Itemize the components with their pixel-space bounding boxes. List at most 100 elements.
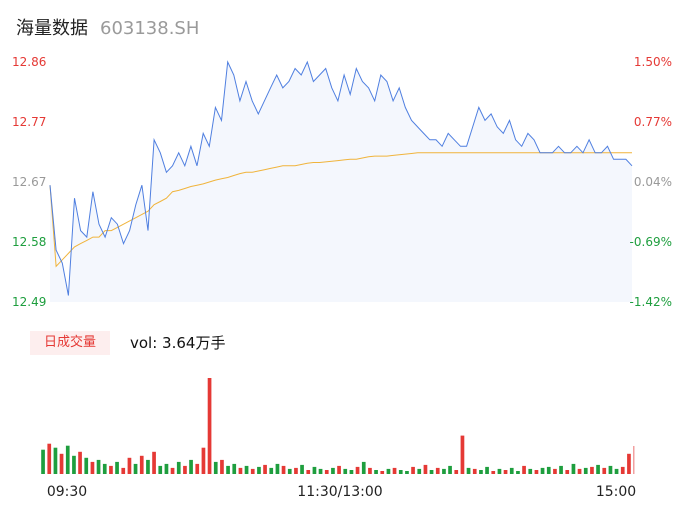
volume-bar — [559, 465, 563, 474]
volume-bar — [300, 464, 304, 474]
volume-bar — [602, 467, 607, 474]
time-tick-label: 09:30 — [47, 484, 87, 500]
volume-bar — [565, 470, 570, 474]
volume-bar — [448, 465, 452, 474]
volume-bar — [115, 461, 119, 474]
volume-bar — [65, 445, 70, 474]
volume-bar — [195, 463, 200, 474]
volume-bar — [392, 467, 397, 474]
volume-bar — [146, 459, 150, 474]
volume-bar — [503, 470, 508, 474]
volume-bar — [577, 468, 582, 474]
volume-bar — [596, 464, 600, 474]
volume-bar — [263, 464, 267, 474]
time-tick-label: 15:00 — [596, 484, 636, 500]
volume-bar — [281, 465, 286, 474]
volume-bar — [608, 465, 613, 474]
volume-bar — [590, 466, 594, 474]
volume-bar — [479, 470, 483, 474]
volume-bar — [417, 468, 422, 474]
volume-bar — [84, 457, 89, 474]
price-line — [49, 60, 633, 296]
volume-value: 3.64万手 — [162, 334, 226, 352]
volume-bar — [466, 467, 471, 474]
volume-bar — [72, 455, 76, 474]
volume-bar — [429, 470, 434, 474]
volume-bar — [207, 378, 212, 474]
volume-bar — [158, 465, 163, 474]
price-tick-label: 12.67 — [12, 175, 46, 189]
stock-name: 海量数据 — [16, 18, 88, 39]
volume-bar — [139, 455, 144, 474]
volume-bar — [361, 461, 366, 474]
volume-bar — [349, 470, 354, 474]
volume-bar — [294, 467, 298, 474]
percent-tick-label: -0.69% — [630, 235, 672, 249]
volume-bar — [522, 465, 526, 474]
volume-bar — [78, 451, 82, 474]
volume-bar — [509, 467, 514, 474]
average-price-line — [49, 152, 632, 268]
volume-bar — [306, 470, 311, 474]
volume-bar — [318, 468, 323, 474]
volume-bar — [312, 466, 317, 474]
time-tick-label: 11:30/13:00 — [297, 484, 382, 500]
volume-bar — [183, 465, 187, 474]
percent-tick-label: 0.77% — [634, 115, 672, 129]
volume-bar — [102, 463, 107, 474]
volume-bar — [96, 459, 101, 474]
volume-bar — [614, 468, 619, 474]
volume-bar — [152, 451, 156, 474]
volume-bar — [226, 465, 230, 474]
volume-bar — [121, 467, 126, 474]
volume-bar — [411, 466, 415, 474]
volume-bar — [583, 467, 588, 474]
volume-bar — [627, 453, 631, 474]
volume-bar — [398, 470, 403, 474]
volume-tag: 日成交量 — [30, 331, 110, 355]
price-tick-label: 12.77 — [12, 115, 46, 129]
volume-bar — [269, 467, 274, 474]
volume-bar — [176, 461, 181, 474]
volume-bar — [386, 468, 391, 474]
volume-bar — [170, 467, 175, 474]
stock-title: 海量数据 603138.SH — [16, 14, 199, 40]
volume-bar — [331, 467, 335, 474]
volume-bar — [454, 470, 459, 474]
volume-bar — [516, 471, 520, 474]
volume-bar — [324, 470, 329, 474]
volume-readout: vol: 3.64万手 — [130, 332, 225, 353]
volume-bar — [540, 467, 545, 474]
volume-bar — [497, 468, 502, 474]
volume-bar — [133, 463, 138, 474]
volume-bar — [53, 447, 58, 474]
volume-bar — [405, 471, 409, 474]
volume-bar — [109, 465, 113, 474]
volume-bar — [250, 468, 255, 474]
volume-bar — [620, 466, 625, 474]
volume-bar — [472, 468, 477, 474]
volume-bar — [528, 468, 533, 474]
volume-bar — [90, 461, 95, 474]
stock-code: 603138.SH — [100, 18, 200, 39]
volume-bar — [633, 446, 635, 474]
volume-bar — [368, 467, 372, 474]
price-tick-label: 12.58 — [12, 235, 46, 249]
volume-bar — [275, 463, 280, 474]
percent-tick-label: -1.42% — [630, 295, 672, 309]
volume-bar — [257, 466, 261, 474]
volume-bar — [460, 435, 465, 474]
volume-prefix: vol: — [130, 334, 163, 352]
volume-bar — [287, 468, 292, 474]
volume-bar — [423, 464, 428, 474]
volume-bar — [374, 470, 378, 474]
volume-bar — [244, 465, 249, 474]
volume-bar — [546, 466, 551, 474]
volume-bar — [442, 468, 446, 474]
volume-bar — [232, 463, 237, 474]
percent-tick-label: 0.04% — [634, 175, 672, 189]
volume-bar — [355, 466, 360, 474]
volume-bar — [47, 443, 52, 474]
volume-bar — [59, 453, 64, 474]
